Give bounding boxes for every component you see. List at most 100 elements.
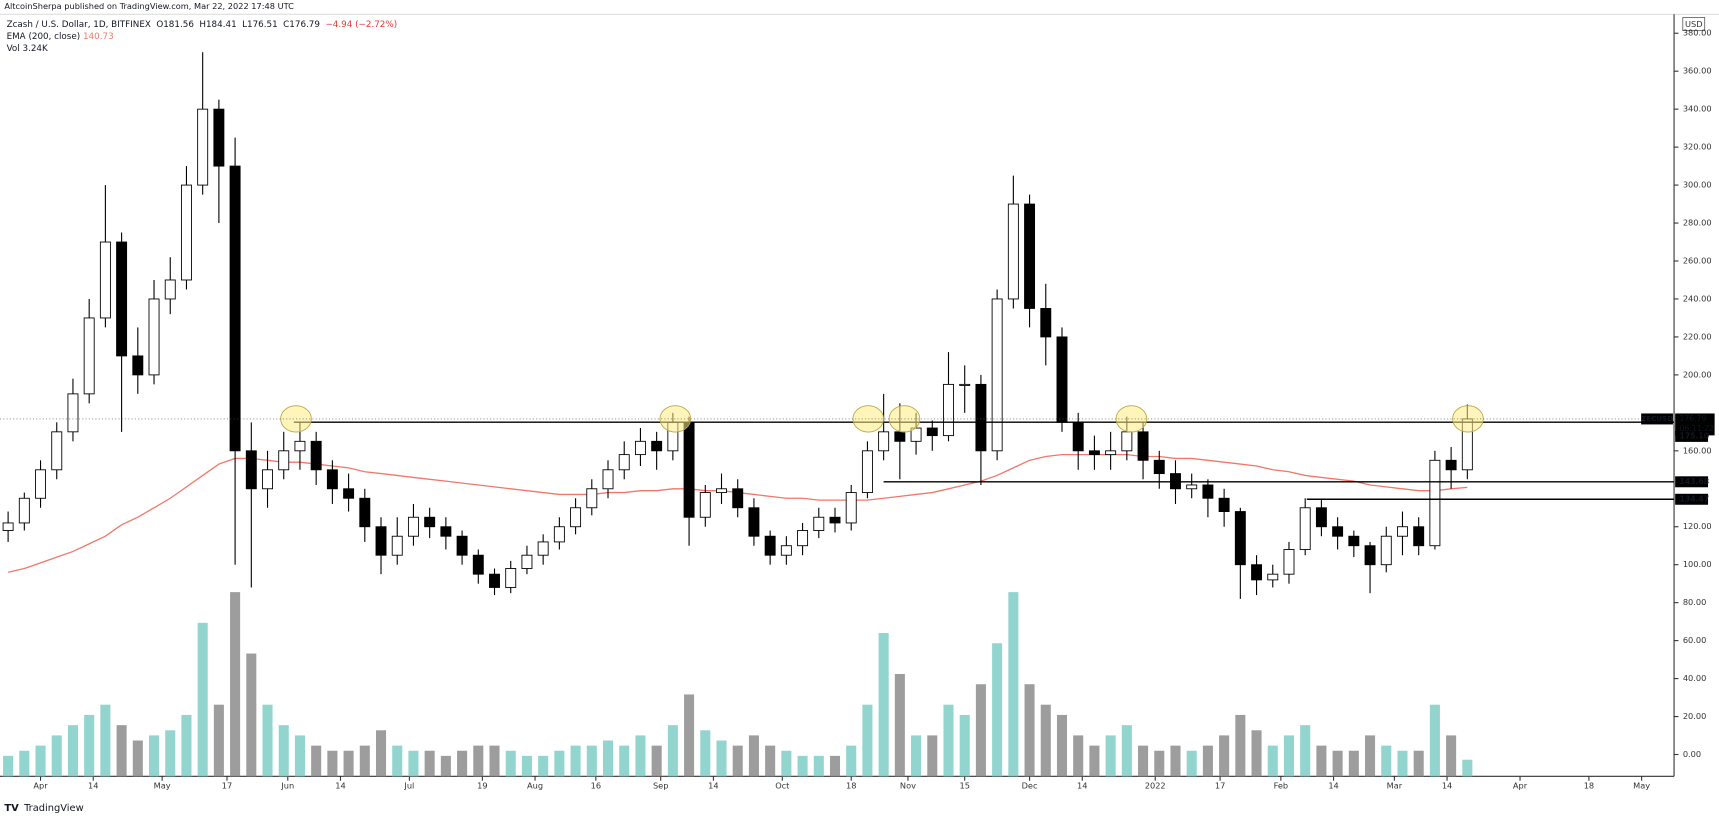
candle-body (180, 184, 192, 281)
y-tick-label: 40.00 (1683, 673, 1707, 683)
volume-bar (1397, 750, 1408, 777)
volume-bar (716, 740, 727, 777)
y-tick-label: 60.00 (1683, 635, 1707, 645)
candle-body (1315, 507, 1327, 528)
candle-body (1186, 484, 1198, 490)
level-tag (1675, 430, 1709, 442)
volume-bar (1413, 750, 1424, 777)
volume-bar (1267, 745, 1278, 777)
volume-bar (1154, 750, 1165, 777)
legend-ohlc: L176.51 (242, 20, 278, 30)
legend-ohlc: O181.56 (156, 20, 194, 30)
candle-body (489, 573, 500, 588)
legend-volume: Vol 3.24K (7, 44, 48, 54)
candle-body (959, 383, 971, 386)
currency: USD (1685, 19, 1703, 29)
candle-body (748, 507, 760, 537)
candle-body (424, 516, 436, 528)
candle-body (570, 507, 582, 528)
x-tick-label: 14 (1328, 781, 1338, 791)
candle-body (1332, 526, 1344, 537)
x-tick-label: Nov (900, 781, 916, 791)
volume-bar (797, 755, 808, 777)
level-tag-text: 134.47 (1680, 494, 1710, 503)
publish-note: AltcoinSherpa published on TradingView.c… (4, 1, 294, 11)
volume-bar (246, 653, 257, 777)
x-tick-label: 18 (1584, 781, 1594, 791)
candle-body (1445, 459, 1457, 471)
candle-body (51, 431, 63, 471)
y-tick-label: 120.00 (1683, 521, 1712, 531)
candle-body (99, 241, 111, 319)
x-tick-label: Dec (1022, 781, 1038, 791)
x-tick-label: Oct (775, 781, 790, 791)
footer-logo: 𝗧𝗩 (4, 803, 19, 814)
candle-body (310, 440, 322, 471)
candle-body (35, 469, 46, 499)
candle-body (197, 108, 209, 186)
volume-bar (1332, 750, 1343, 777)
level-tag (1675, 476, 1709, 488)
volume-bar (327, 750, 338, 777)
x-tick-label: Jun (280, 781, 294, 791)
candle-body (1429, 459, 1441, 547)
x-tick-label: Apr (33, 781, 48, 791)
y-tick-label: 20.00 (1683, 711, 1707, 721)
candle-body (1153, 459, 1165, 475)
y-tick-label: 220.00 (1683, 331, 1712, 341)
volume-bar (1186, 750, 1197, 777)
candle-body (164, 279, 176, 300)
volume-bar (230, 592, 241, 777)
candle-body (975, 383, 987, 452)
candle-body (18, 497, 30, 524)
volume-bar (457, 750, 468, 777)
currency-box (1682, 17, 1706, 32)
legend-symbol-text: Zcash / U.S. Dollar, 1D, BITFINEX (7, 20, 151, 30)
volume-bar (181, 714, 192, 777)
volume-bar (213, 704, 224, 777)
volume-bar (67, 725, 78, 777)
candle-body (1072, 421, 1084, 452)
candle-body (699, 492, 711, 518)
volume-bar (1429, 704, 1440, 777)
volume-bar (959, 714, 970, 777)
volume-bar (473, 745, 484, 777)
volume-bar (262, 704, 273, 777)
legend-ohlc: C176.79 (283, 20, 320, 30)
candle-body (861, 450, 873, 494)
candle-body (813, 516, 825, 531)
volume-bar (1316, 745, 1327, 777)
volume-bar (84, 714, 95, 777)
candle-body (1267, 573, 1279, 581)
legend-symbol: Zcash / U.S. Dollar, 1D, BITFINEX O181.56… (7, 20, 398, 30)
volume-bar (1300, 725, 1311, 777)
volume-bar (1446, 735, 1457, 777)
volume-bar (35, 745, 46, 777)
last-price-text: 176.79 (1680, 414, 1707, 423)
x-tick-label: Feb (1274, 781, 1289, 791)
candle-body (1056, 336, 1068, 423)
y-tick-label: 200.00 (1683, 369, 1712, 379)
symbol-tag-text: ZECUSD (1641, 414, 1673, 423)
volume-bar (538, 755, 549, 777)
candle-body (1024, 203, 1036, 309)
volume-bar (1365, 735, 1376, 777)
x-tick-label: 14 (708, 781, 718, 791)
x-tick-label: May (1633, 781, 1650, 791)
volume-bar (911, 735, 922, 777)
candle-body (764, 535, 776, 556)
y-tick-label: 240.00 (1683, 293, 1712, 303)
candle-body (797, 530, 809, 547)
candle-body (1088, 450, 1100, 456)
candle-body (991, 298, 1003, 452)
candle-body (278, 450, 290, 471)
candle-body (683, 421, 695, 518)
candle-body (472, 554, 484, 575)
volume-bar (1121, 725, 1132, 777)
candle-body (537, 541, 549, 556)
candle-body (1202, 484, 1214, 499)
candle-body (456, 535, 468, 556)
volume-bar (521, 755, 532, 777)
x-tick-label: 14 (88, 781, 98, 791)
